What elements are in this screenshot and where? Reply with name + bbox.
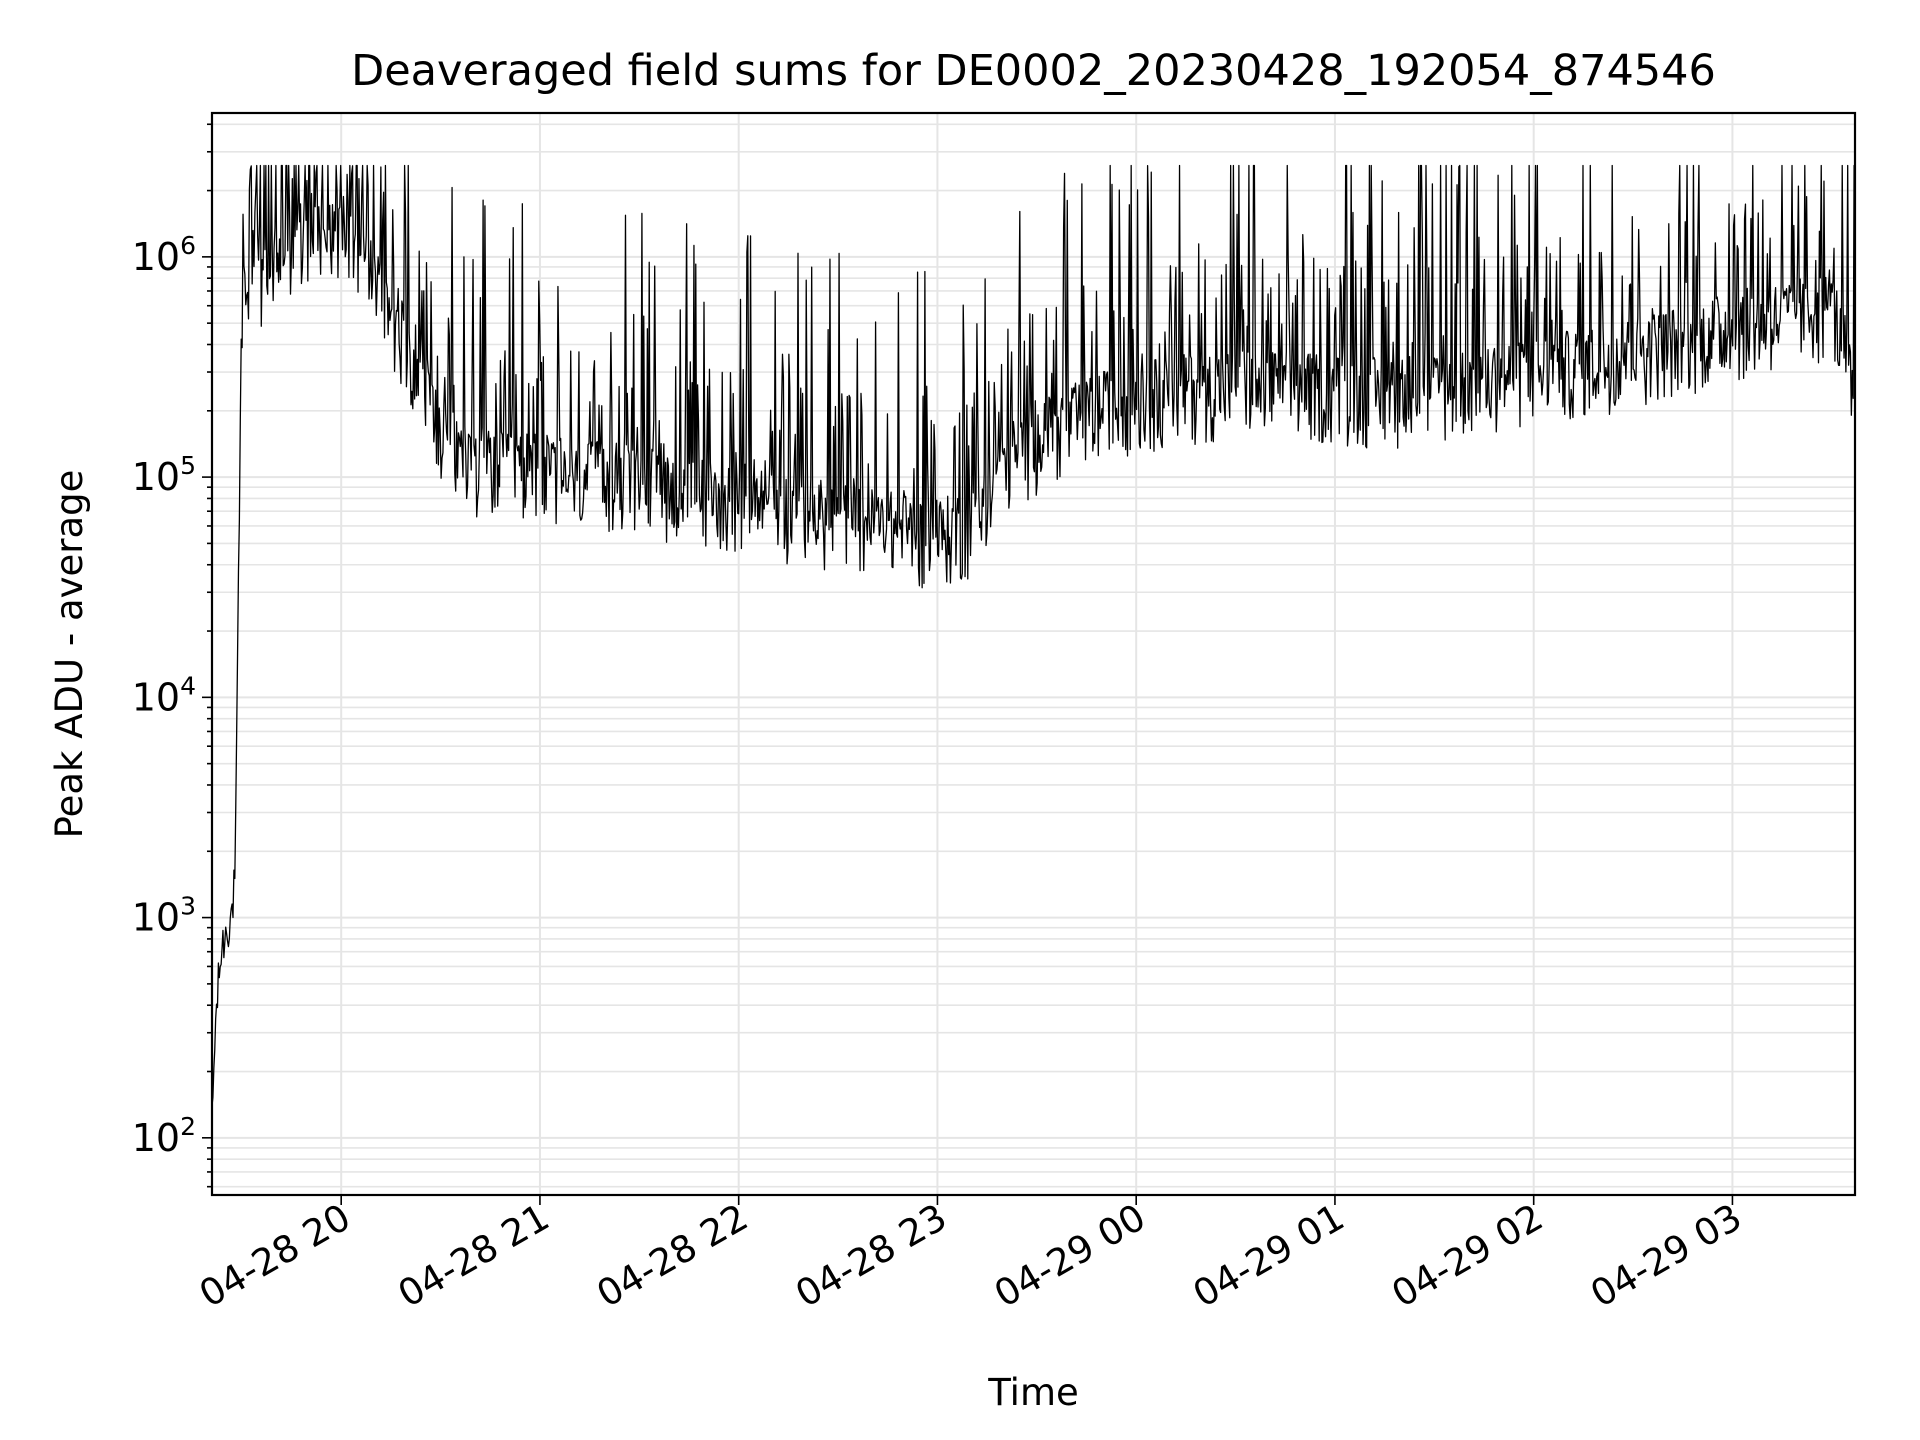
series-line bbox=[211, 164, 1856, 1106]
y-tick-label: 105 bbox=[132, 451, 196, 499]
y-tick-label: 104 bbox=[132, 671, 196, 719]
y-tick-label: 103 bbox=[132, 892, 196, 940]
plot-frame bbox=[210, 111, 1857, 1197]
chart-title: Deaveraged field sums for DE0002_2023042… bbox=[351, 46, 1716, 96]
y-tick-label: 106 bbox=[132, 231, 196, 279]
x-axis-label: Time bbox=[987, 1371, 1079, 1414]
plot-layer bbox=[211, 164, 1856, 1106]
y-tick-label: 102 bbox=[132, 1112, 196, 1160]
y-axis-label: Peak ADU - average bbox=[48, 470, 91, 839]
